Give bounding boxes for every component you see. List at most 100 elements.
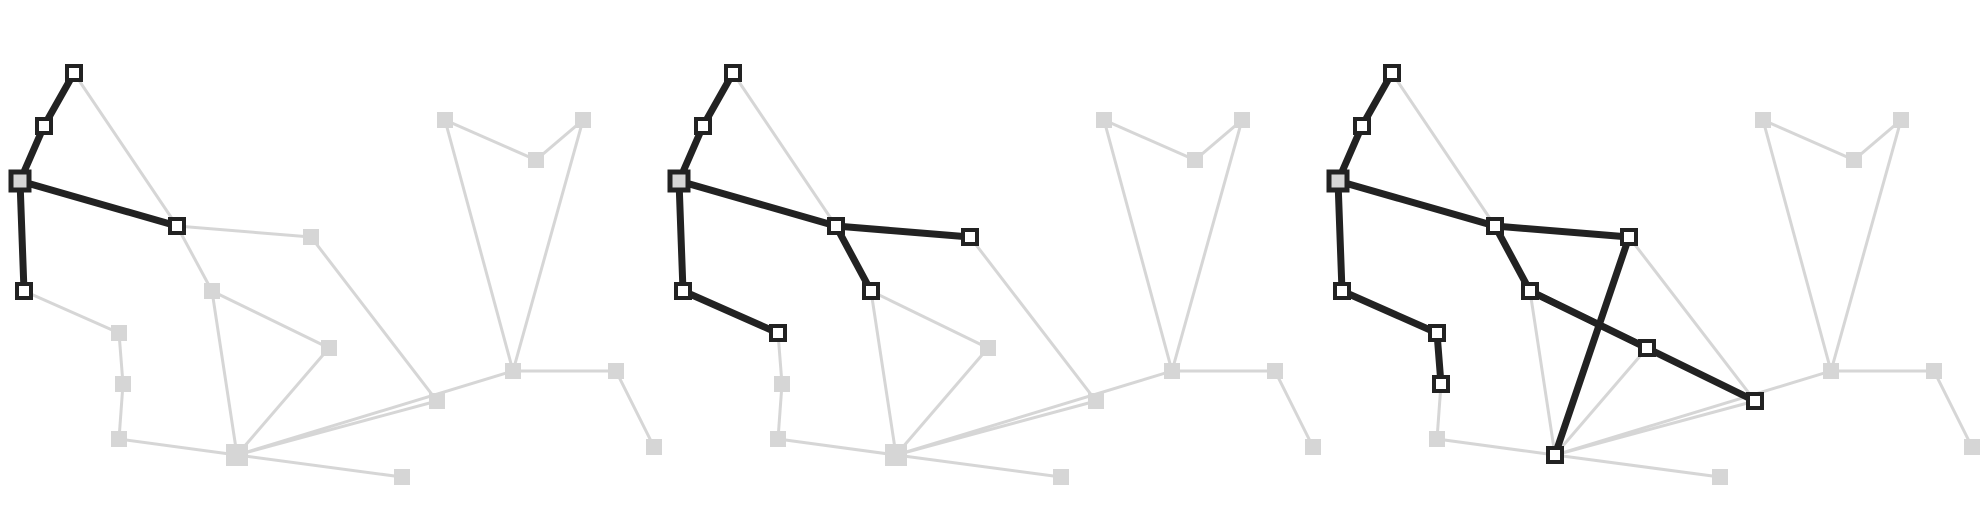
edge-G-L [869,290,898,456]
active-node-E [15,282,33,300]
active-edge-C-E [16,177,28,295]
node-F [303,229,319,245]
edge-I-J [117,383,125,440]
edge-K-L [894,347,990,456]
active-edge-C-E [675,177,687,295]
node-O [505,363,521,379]
active-node-B [1353,117,1371,135]
node-S [1267,363,1283,379]
edge-A-D [731,72,838,227]
edge-A-D [1390,72,1497,227]
active-node-A [724,64,742,82]
active-node-H [1428,324,1446,342]
edge-J-L [1436,437,1556,457]
node-P [575,112,591,128]
active-node-A [1383,64,1401,82]
edge-R-O [1102,119,1174,372]
active-edge-C-D [16,177,181,230]
edge-I-J [776,383,784,440]
active-node-E [1333,282,1351,300]
edge-F-M [1627,236,1757,402]
node-T [1305,439,1321,455]
edge-L-O [236,369,514,457]
node-P [1893,112,1909,128]
edge-J-L [118,437,238,457]
active-node-M [1746,392,1764,410]
active-edge-C-D [675,177,840,230]
active-node-E [674,282,692,300]
active-edge-D-G [832,222,875,295]
node-L [226,444,248,466]
edge-D-G [175,225,214,292]
active-node-G [1521,282,1539,300]
node-M [429,393,445,409]
node-O [1823,363,1839,379]
active-node-G [862,282,880,300]
active-node-B [35,117,53,135]
active-node-C [1326,169,1350,193]
edge-I-J [1435,383,1443,440]
edge-Q-R [1103,118,1196,162]
edge-K-L [235,347,331,456]
edge-L-N [236,453,403,479]
edge-R-O [1761,119,1833,372]
active-node-C [8,169,32,193]
edge-O-P [1829,119,1903,372]
edge-L-N [895,453,1062,479]
edge-Q-R [444,118,537,162]
node-N [1712,469,1728,485]
active-edge-F-L [1551,233,1633,459]
active-node-D [827,217,845,235]
edge-G-L [1528,290,1557,456]
active-edge-C-D [1334,177,1499,230]
node-K [980,340,996,356]
node-T [1964,439,1980,455]
edge-O-P [1170,119,1244,372]
node-Q [1846,152,1862,168]
node-K [321,340,337,356]
edge-L-O [1554,369,1832,457]
node-H [111,325,127,341]
edge-S-T [1932,370,1974,448]
active-node-F [961,228,979,246]
node-T [646,439,662,455]
panel-step-2 [667,64,1321,485]
edge-H-I [117,332,125,385]
edge-J-L [777,437,897,457]
node-J [1429,431,1445,447]
node-R [1096,112,1112,128]
node-O [1164,363,1180,379]
node-R [437,112,453,128]
edge-S-T [1273,370,1315,448]
edge-G-K [211,289,330,350]
edge-K-L [1553,347,1649,456]
edge-G-K [870,289,989,350]
edge-E-H [23,289,120,335]
active-node-D [1486,217,1504,235]
node-R [1755,112,1771,128]
edge-D-F [176,224,312,239]
node-Q [1187,152,1203,168]
node-N [394,469,410,485]
edge-L-N [1554,453,1721,479]
node-M [1088,393,1104,409]
active-node-F [1620,228,1638,246]
node-J [111,431,127,447]
active-node-I [1432,375,1450,393]
edge-O-P [511,119,585,372]
edge-G-L [210,290,239,456]
edge-R-O [443,119,515,372]
active-edge-D-F [1491,222,1633,241]
node-S [1926,363,1942,379]
active-edge-C-E [1334,177,1346,295]
edge-Q-R [1762,118,1855,162]
node-N [1053,469,1069,485]
node-S [608,363,624,379]
edge-S-T [614,370,656,448]
active-node-D [168,217,186,235]
active-edge-D-F [832,222,974,241]
active-node-L [1546,446,1564,464]
node-J [770,431,786,447]
panel-step-3 [1326,64,1980,485]
